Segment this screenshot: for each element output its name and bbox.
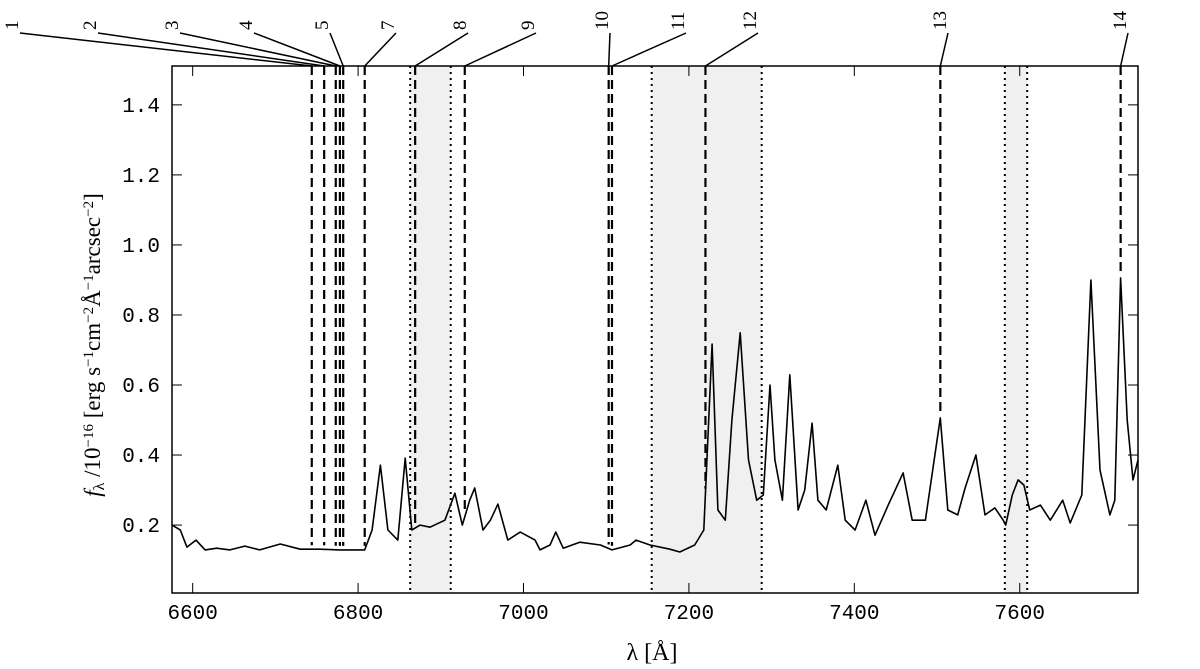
- y-tick-label: 0.4: [122, 446, 160, 469]
- y-tick-label: 0.2: [122, 516, 160, 539]
- leader-line: [179, 32, 336, 67]
- line-label: 14: [1110, 11, 1131, 31]
- x-tick-label: 7200: [664, 603, 714, 626]
- line-label: 7: [378, 21, 399, 31]
- y-tick-label: 1.4: [122, 96, 160, 119]
- line-label: 3: [162, 21, 183, 31]
- line-label: 12: [740, 11, 761, 30]
- leader-line: [464, 32, 537, 67]
- masked-region: [410, 66, 451, 593]
- y-axis-label-part: −1: [81, 274, 97, 290]
- leader-line: [253, 32, 341, 67]
- y-axis-label-part: f: [80, 487, 105, 497]
- x-tick-label: 7000: [498, 603, 548, 626]
- y-axis-label-part: λ: [91, 482, 108, 490]
- y-tick-label: 0.6: [122, 376, 160, 399]
- x-tick-label: 7600: [995, 603, 1045, 626]
- leader-line: [939, 32, 949, 67]
- line-label: 2: [80, 21, 101, 31]
- x-tick-label: 6600: [167, 603, 217, 626]
- masked-region: [1004, 66, 1028, 593]
- leader-line: [705, 32, 759, 67]
- line-label: 11: [668, 12, 689, 30]
- y-axis-label-part: Å: [80, 290, 105, 307]
- y-axis-label-part: −2: [81, 307, 97, 323]
- line-label: 1: [2, 21, 23, 31]
- y-tick-label: 1.0: [122, 236, 160, 259]
- line-label: 8: [450, 21, 471, 31]
- y-axis-label-part: ]: [80, 193, 105, 201]
- leader-line: [1119, 32, 1129, 67]
- leader-line: [607, 32, 611, 67]
- masked-region: [651, 66, 762, 593]
- y-axis-label: fλ /10−16 [erg s−1cm−2Å−1arcsec−2]: [80, 193, 108, 497]
- line-label: 9: [518, 21, 539, 31]
- y-axis-label-part: /10: [80, 447, 105, 482]
- leader-line: [97, 32, 325, 67]
- line-label: 10: [592, 11, 613, 30]
- leader-line: [329, 32, 344, 67]
- leader-line: [611, 32, 687, 67]
- x-axis-label: λ [Å]: [627, 640, 678, 666]
- y-axis-label-part: −2: [81, 201, 97, 217]
- x-tick-label: 7400: [829, 603, 879, 626]
- leader-line: [364, 32, 397, 67]
- line-label: 5: [312, 21, 333, 31]
- line-label: 4: [236, 20, 257, 30]
- line-label: 13: [930, 11, 951, 30]
- y-axis-label-part: cm: [80, 323, 105, 351]
- y-axis-label-part: arcsec: [80, 217, 105, 274]
- y-tick-label: 0.8: [122, 306, 160, 329]
- y-tick-label: 1.2: [122, 166, 160, 189]
- leader-line: [414, 32, 469, 67]
- y-axis-label-part: [erg s: [80, 367, 105, 424]
- spectrum-line: [171, 277, 1139, 553]
- x-tick-label: 6800: [333, 603, 383, 626]
- y-axis-label-part: −1: [81, 351, 97, 367]
- y-axis-label-part: −16: [81, 424, 97, 448]
- leader-line: [19, 32, 312, 67]
- plot-frame: [171, 65, 1139, 594]
